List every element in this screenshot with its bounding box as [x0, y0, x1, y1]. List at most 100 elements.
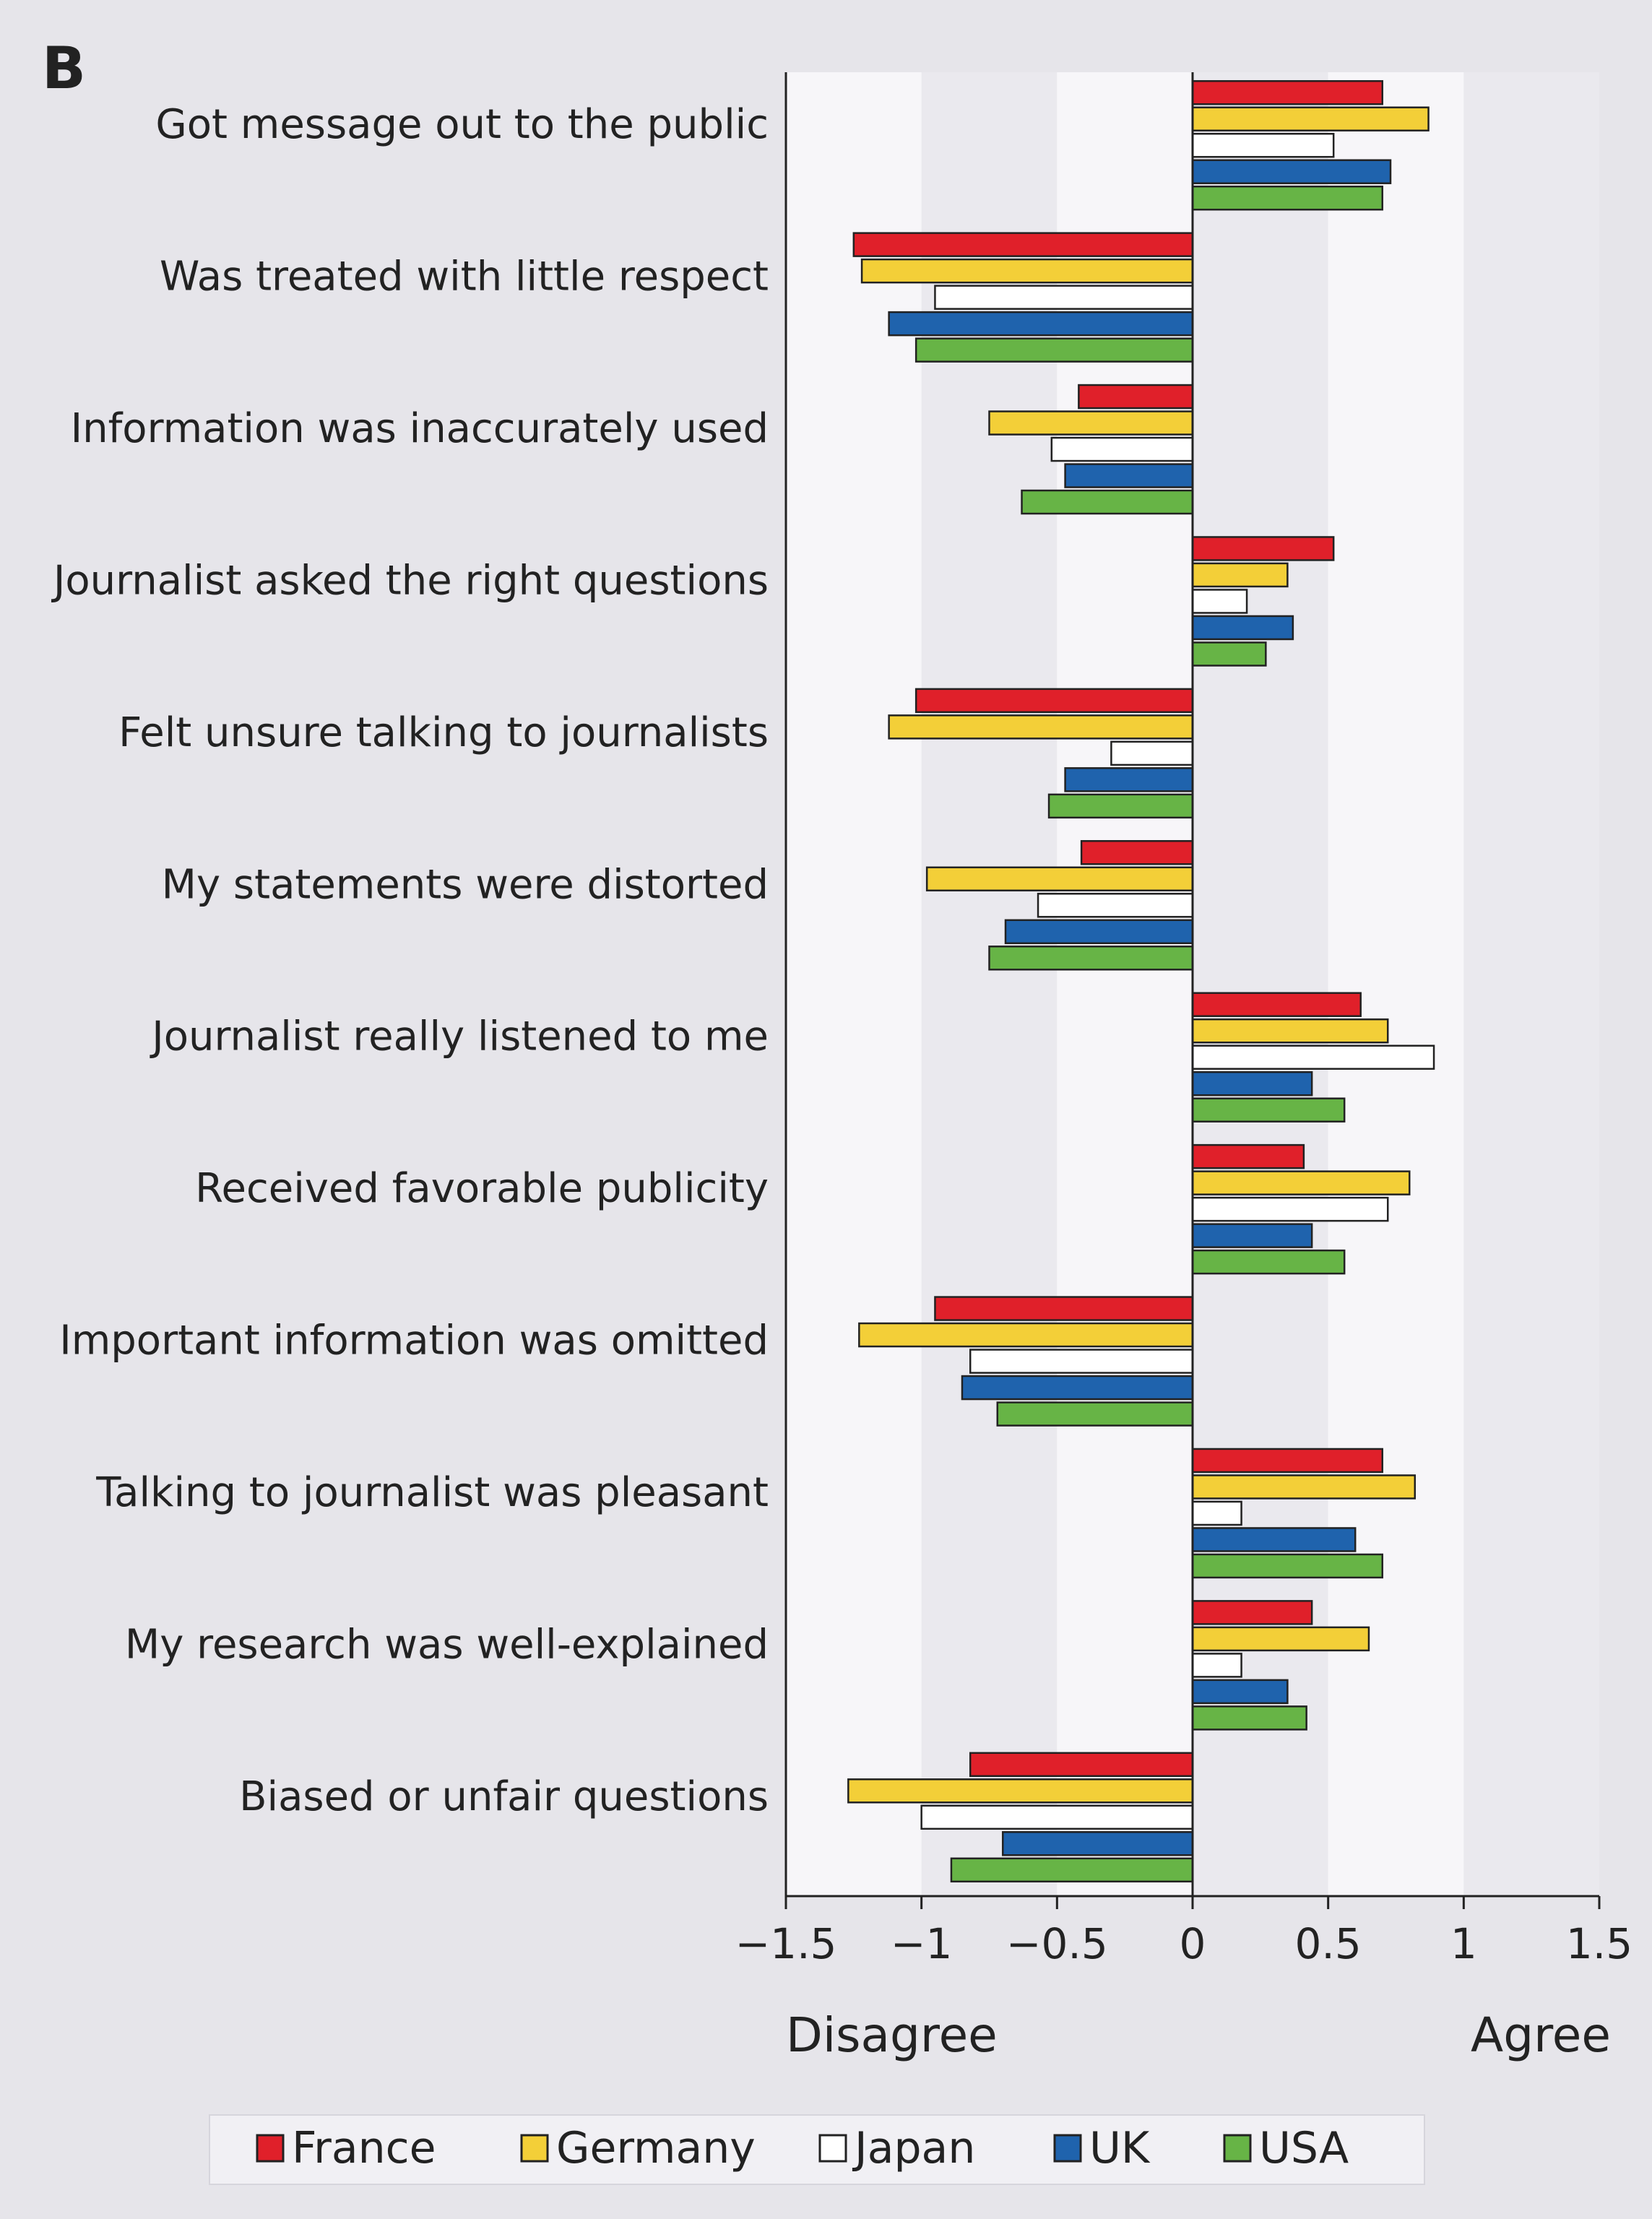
bar-uk	[1064, 767, 1194, 792]
bar-france	[914, 688, 1194, 714]
bar-france	[1191, 536, 1335, 561]
bar-germany	[858, 1322, 1194, 1348]
x-tick-label: −1	[891, 1919, 953, 1968]
category-label: Biased or unfair questions	[239, 1773, 769, 1820]
bar-usa	[1191, 1097, 1346, 1123]
category-label: My statements were distorted	[162, 861, 769, 908]
bar-japan	[1191, 1500, 1242, 1526]
bar-uk	[1191, 159, 1392, 184]
bar-germany	[1191, 106, 1430, 131]
grid-band	[1328, 72, 1464, 1896]
legend-label-japan: Japan	[852, 2123, 975, 2173]
bar-japan	[1191, 1653, 1242, 1678]
bar-usa	[1021, 489, 1194, 515]
x-tick-label: 1	[1450, 1919, 1477, 1968]
x-tick-label: 1.5	[1566, 1919, 1632, 1968]
bar-uk	[1191, 1070, 1313, 1096]
agree-label: Agree	[1471, 2007, 1611, 2063]
bar-uk	[1002, 1831, 1194, 1856]
bar-germany	[1191, 1018, 1389, 1044]
bar-uk	[1191, 615, 1294, 641]
bar-germany	[860, 258, 1194, 284]
bar-france	[1191, 992, 1362, 1017]
grid-band	[786, 72, 922, 1896]
bar-germany	[1191, 1626, 1370, 1652]
category-label: Received favorable publicity	[195, 1165, 769, 1212]
legend: France Germany Japan UK USA	[256, 2123, 1349, 2173]
bar-japan	[1191, 1196, 1389, 1222]
bar-japan	[1110, 740, 1194, 766]
bar-uk	[1191, 1679, 1289, 1705]
category-label: Felt unsure talking to journalists	[118, 709, 769, 756]
category-label: My research was well-explained	[125, 1621, 769, 1668]
legend-label-uk: UK	[1089, 2123, 1151, 2173]
bar-germany	[988, 410, 1194, 436]
legend-label-france: France	[292, 2123, 436, 2173]
grid-band	[1193, 72, 1328, 1896]
bar-japan	[934, 285, 1194, 310]
legend-swatch-france	[256, 2134, 285, 2163]
bar-uk	[1191, 1223, 1313, 1248]
bar-usa	[1191, 1553, 1383, 1579]
bar-germany	[1191, 1170, 1411, 1195]
legend-label-germany: Germany	[556, 2123, 756, 2173]
bar-japan	[1191, 1044, 1435, 1070]
category-label: Journalist really listened to me	[150, 1013, 769, 1060]
bar-usa	[1191, 185, 1383, 211]
x-tick-label: 0.5	[1295, 1919, 1362, 1968]
category-label: Talking to journalist was pleasant	[95, 1469, 769, 1516]
bar-uk	[961, 1375, 1194, 1401]
bar-france	[852, 232, 1194, 257]
grid-band	[921, 72, 1058, 1896]
bar-france	[934, 1296, 1194, 1321]
bar-uk	[1191, 1527, 1357, 1552]
bar-japan	[920, 1804, 1194, 1830]
grid-band	[1057, 72, 1193, 1896]
category-label: Information was inaccurately used	[71, 405, 769, 452]
bar-japan	[1191, 132, 1335, 158]
bar-france	[1191, 79, 1383, 105]
bar-france	[1080, 840, 1194, 865]
category-label: Was treated with little respect	[160, 254, 769, 300]
grid-band	[1463, 72, 1599, 1896]
bar-usa	[1191, 1705, 1307, 1731]
x-tick-label: −0.5	[1006, 1919, 1108, 1968]
bar-uk	[1004, 919, 1194, 945]
x-tick-label: −1.5	[735, 1919, 837, 1968]
grid-bands	[786, 72, 1599, 1896]
bar-france	[1191, 1600, 1313, 1625]
category-labels: Got message out to the public Was treated…	[51, 101, 769, 1820]
bar-usa	[996, 1401, 1194, 1427]
disagree-label: Disagree	[786, 2007, 998, 2063]
legend-box	[209, 2114, 1425, 2185]
legend-label-usa: USA	[1259, 2123, 1349, 2173]
category-label: Important information was omitted	[59, 1318, 769, 1364]
bar-france	[1191, 1448, 1383, 1474]
bar-usa	[1047, 793, 1194, 819]
bar-france	[969, 1752, 1194, 1778]
bar-japan	[969, 1349, 1194, 1374]
x-tick-label: 0	[1180, 1919, 1206, 1968]
legend-swatch-japan	[818, 2134, 847, 2163]
category-label: Got message out to the public	[155, 101, 769, 148]
legend-swatch-uk	[1053, 2134, 1082, 2163]
bar-germany	[1191, 1474, 1417, 1500]
x-tick-labels: −1.5 −1 −0.5 0 0.5 1 1.5	[735, 1919, 1633, 1968]
bar-usa	[914, 337, 1194, 363]
bar-usa	[1191, 641, 1267, 667]
bar-germany	[888, 714, 1194, 740]
legend-swatch-germany	[520, 2134, 549, 2163]
bar-japan	[1191, 589, 1248, 614]
bar-usa	[1191, 1249, 1346, 1275]
bar-germany	[925, 866, 1194, 892]
legend-swatch-usa	[1223, 2134, 1252, 2163]
category-label: Journalist asked the right questions	[51, 557, 769, 604]
bar-france	[1078, 384, 1194, 410]
bar-germany	[1191, 562, 1289, 588]
axes-group	[784, 72, 1601, 1909]
bar-uk	[1064, 463, 1194, 488]
bar-uk	[888, 311, 1194, 337]
bar-japan	[1050, 436, 1194, 462]
